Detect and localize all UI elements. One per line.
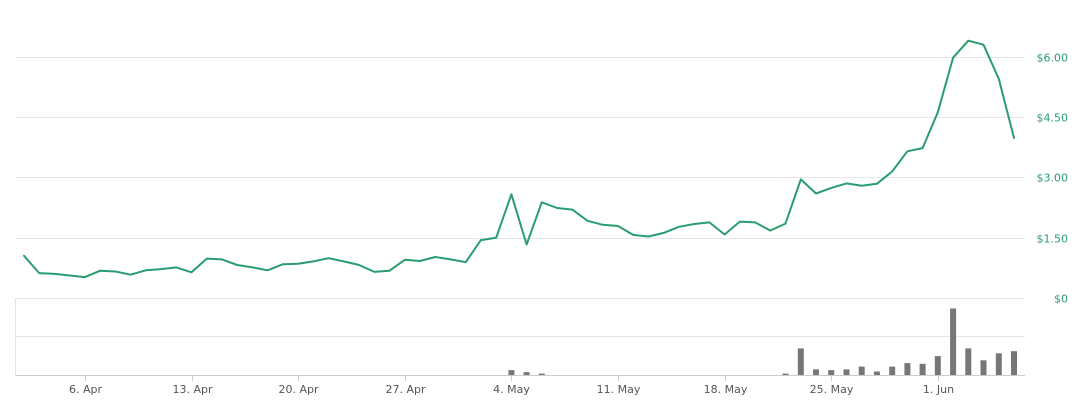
x-tick-label: 11. May [597, 383, 641, 396]
volume-bar [995, 353, 1002, 375]
volume-bar [919, 363, 926, 375]
price-series-line [23, 39, 1015, 279]
volume-bar [904, 363, 911, 375]
volume-bar [797, 348, 804, 375]
price-y-tick-label: $1.50 [1037, 233, 1069, 246]
volume-bar [843, 369, 850, 375]
price-y-tick-label: $3.00 [1037, 172, 1069, 185]
x-tick-label: 27. Apr [385, 383, 425, 396]
volume-bar [523, 372, 530, 375]
x-tick-label: 1. Jun [923, 383, 954, 396]
price-y-tick-label: $0 [1054, 293, 1068, 306]
volume-bar [782, 373, 789, 375]
x-tick-label: 20. Apr [278, 383, 318, 396]
volume-bar [889, 366, 896, 375]
volume-bar [538, 373, 545, 375]
x-tick-label: 18. May [704, 383, 748, 396]
volume-bar [950, 308, 957, 375]
volume-bar [813, 369, 819, 375]
volume-bar [858, 366, 865, 375]
volume-bar [934, 356, 941, 375]
x-tick-label: 6. Apr [69, 383, 102, 396]
price-y-tick-label: $4.50 [1037, 112, 1069, 125]
x-tick-label: 4. May [493, 383, 530, 396]
volume-bar [873, 371, 880, 375]
volume-bar [1011, 351, 1017, 375]
volume-bar [508, 370, 515, 375]
x-tick-label: 25. May [810, 383, 854, 396]
x-tick-label: 13. Apr [172, 383, 212, 396]
price-y-tick-label: $6.00 [1037, 52, 1069, 65]
volume-bar [828, 370, 835, 375]
volume-bar [980, 360, 987, 375]
volume-bar [965, 348, 972, 375]
